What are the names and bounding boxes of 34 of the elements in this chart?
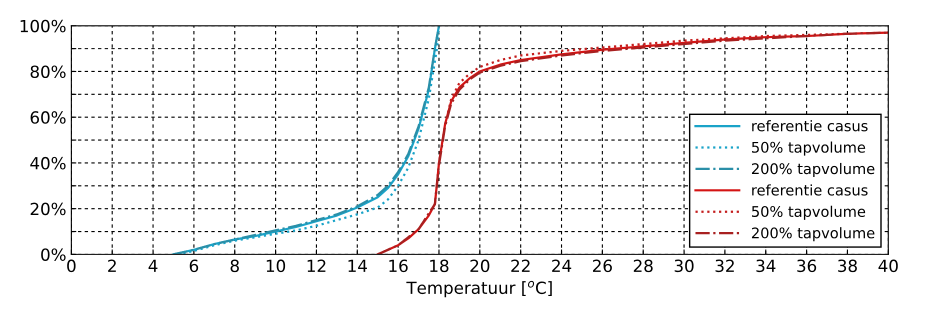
- x-tick-label: 18: [430, 260, 448, 272]
- y-tick-label: 100%: [20, 20, 66, 32]
- y-tick-label: 0%: [41, 248, 66, 261]
- x-tick-label: 2: [108, 260, 116, 272]
- x-tick-label: 32: [716, 260, 734, 272]
- y-tick-label: 20%: [30, 202, 66, 216]
- legend-label: referentie casus: [752, 120, 868, 132]
- y-tick-label: 60%: [30, 111, 66, 124]
- y-tick-label: 40%: [30, 156, 66, 170]
- x-tick-label: 8: [230, 260, 239, 272]
- x-tick-label: 20: [470, 260, 490, 272]
- x-tick-label: 12: [308, 260, 326, 272]
- x-tick-label: 36: [797, 260, 816, 272]
- x-tick-label: 4: [148, 260, 158, 272]
- x-tick-label: 0: [67, 260, 76, 272]
- x-axis-title: Temperatuur [$^{o}$C]: [406, 280, 552, 298]
- x-tick-label: 28: [634, 260, 653, 272]
- legend-label: 200% tapvolume: [752, 162, 874, 178]
- y-tick-label: 80%: [30, 65, 66, 78]
- legend-label: 200% tapvolume: [752, 227, 874, 242]
- x-tick-label: 30: [674, 260, 694, 272]
- x-tick-label: 6: [190, 260, 198, 272]
- x-tick-label: 22: [511, 260, 530, 272]
- legend-label: 50% tapvolume: [752, 142, 866, 156]
- x-tick-label: 14: [348, 260, 367, 272]
- legend-label: referentie casus: [752, 184, 868, 196]
- x-tick-label: 34: [756, 260, 776, 272]
- x-tick-label: 38: [838, 260, 857, 272]
- x-tick-label: 24: [552, 260, 572, 272]
- legend-label: 50% tapvolume: [752, 206, 866, 220]
- x-tick-label: 26: [592, 260, 612, 272]
- x-tick-label: 16: [389, 260, 408, 272]
- x-tick-label: 10: [266, 260, 286, 272]
- x-tick-label: 40: [878, 260, 898, 272]
